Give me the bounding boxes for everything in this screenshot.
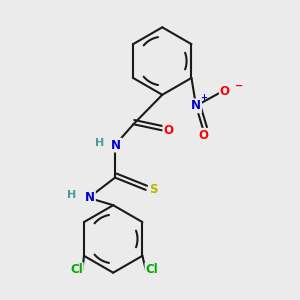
Text: N: N xyxy=(191,99,201,112)
Text: S: S xyxy=(149,183,157,196)
Text: Cl: Cl xyxy=(70,263,83,276)
Text: H: H xyxy=(95,138,104,148)
Text: O: O xyxy=(220,85,230,98)
Text: O: O xyxy=(198,129,208,142)
Text: H: H xyxy=(67,190,76,200)
Text: N: N xyxy=(85,191,95,204)
Text: −: − xyxy=(235,81,243,91)
Text: N: N xyxy=(111,139,121,152)
Text: +: + xyxy=(200,93,208,102)
Text: Cl: Cl xyxy=(146,263,158,276)
Text: O: O xyxy=(164,124,173,137)
